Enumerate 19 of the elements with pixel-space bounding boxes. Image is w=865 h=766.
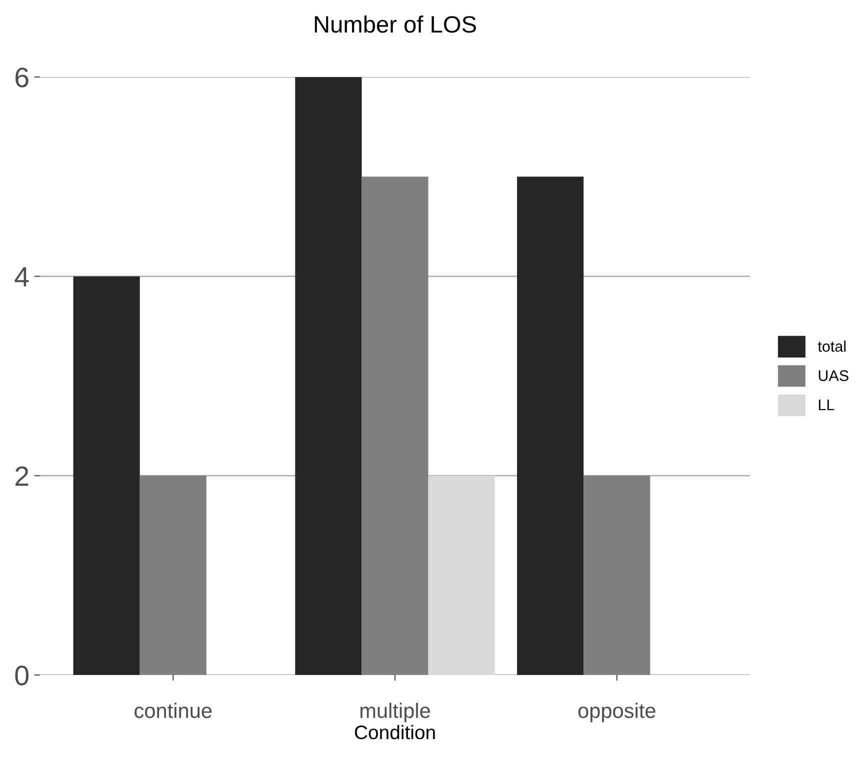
x-tick-label: opposite: [578, 702, 656, 722]
y-tick-label: 4: [14, 267, 29, 286]
bar: [584, 476, 650, 675]
x-axis-title: Condition: [354, 724, 435, 740]
legend-label: LL: [818, 400, 834, 410]
x-tick-label: continue: [134, 702, 212, 718]
y-tick-label: 6: [16, 68, 28, 88]
chart-title: Number of LOS: [314, 15, 476, 33]
y-tick-label: 0: [15, 666, 28, 686]
bar: [295, 77, 362, 675]
bar: [362, 176, 428, 675]
bar: [517, 176, 584, 675]
bar: [73, 276, 140, 675]
legend-label: total: [818, 340, 846, 352]
bar: [428, 476, 495, 675]
legend-label: UAS: [818, 370, 848, 382]
x-tick-label: multiple: [360, 702, 430, 722]
y-tick-label: 2: [16, 466, 28, 486]
bar: [140, 476, 206, 675]
